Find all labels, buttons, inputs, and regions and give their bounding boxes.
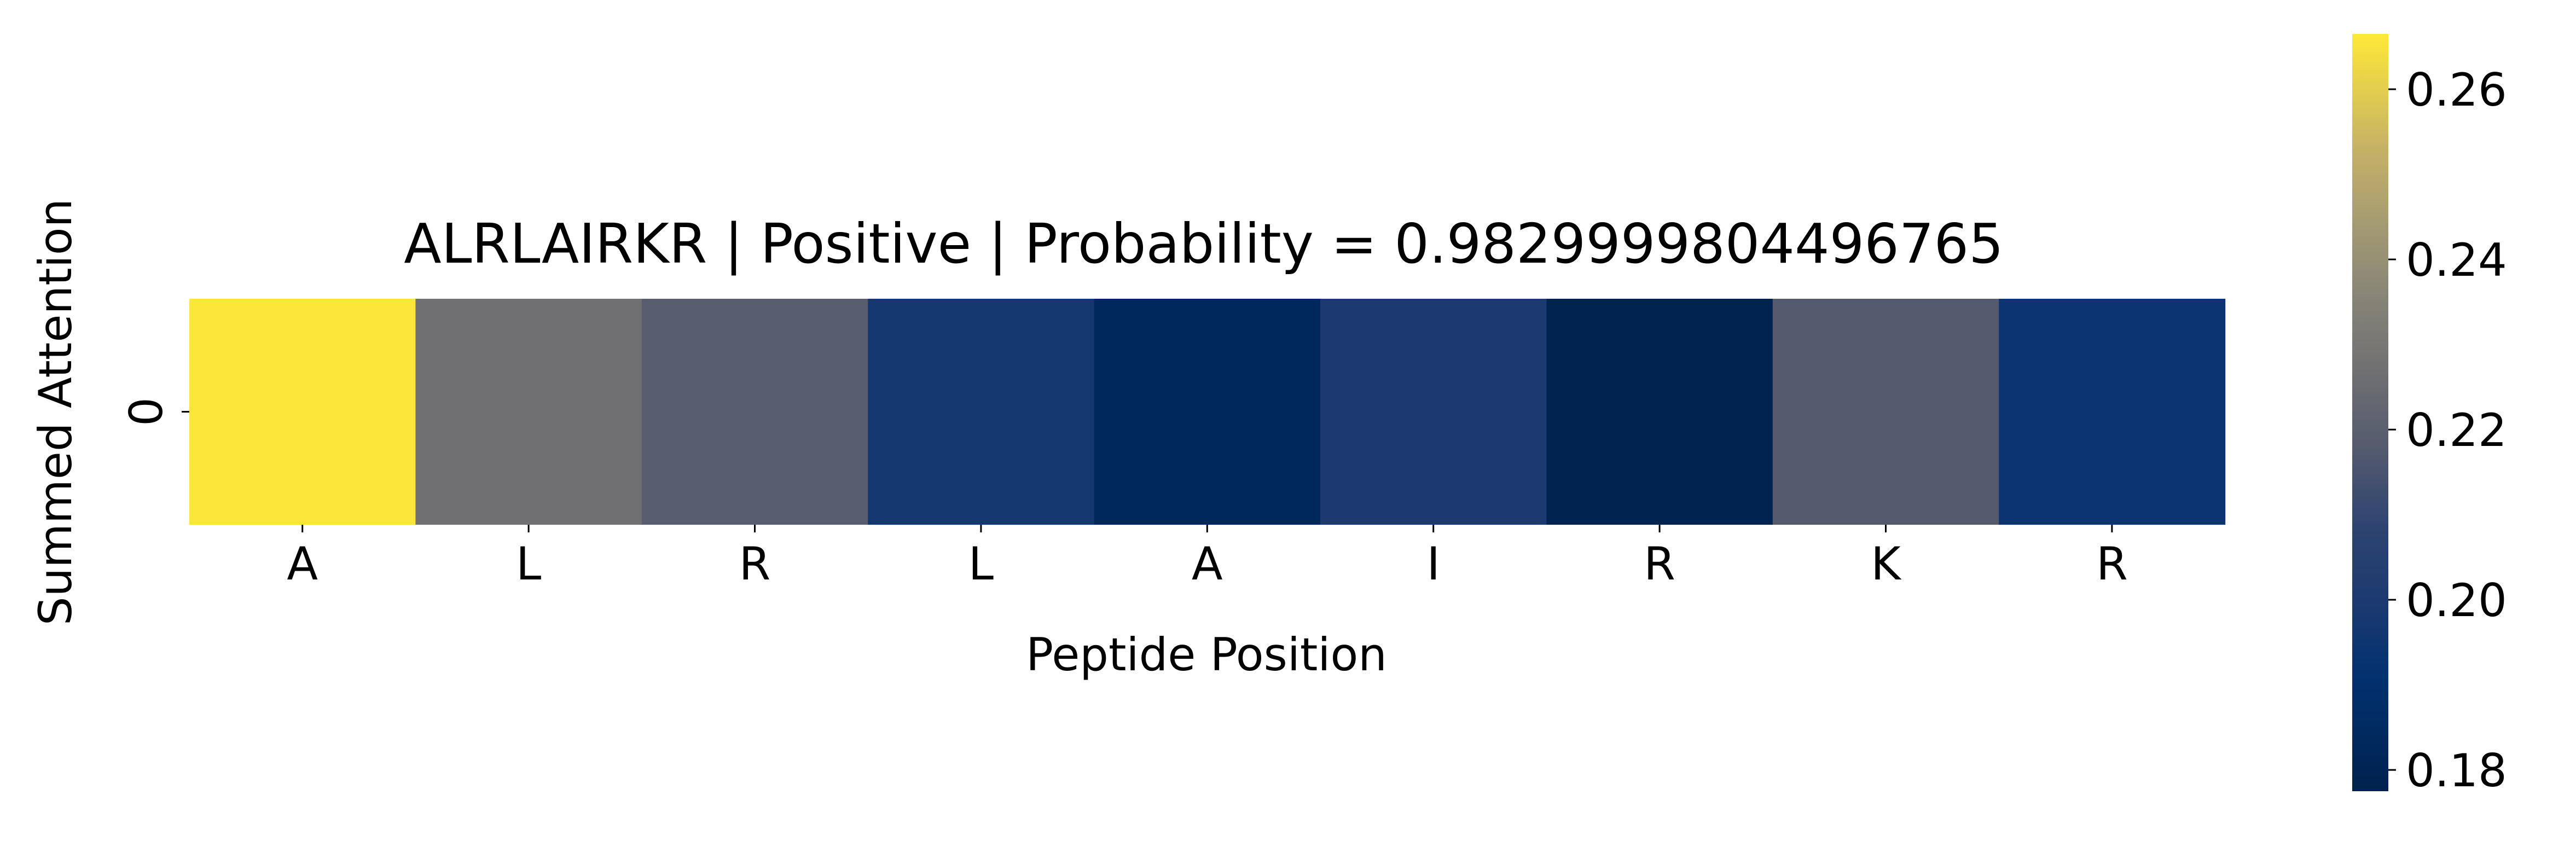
x-tick-label: I: [1426, 537, 1440, 590]
colorbar-tick-label: 0.20: [2406, 574, 2507, 627]
heatmap-cell: [415, 299, 642, 525]
x-tick-label: R: [2096, 537, 2128, 590]
heatmap-cell: [868, 299, 1095, 525]
x-tick-label: L: [968, 537, 994, 590]
y-tick-label: 0: [120, 397, 173, 426]
heatmap-cells: [189, 299, 2226, 525]
heatmap-cell: [1546, 299, 1773, 525]
x-tick-label: A: [287, 537, 318, 590]
x-tick-label: K: [1871, 537, 1902, 590]
x-tick-label: L: [516, 537, 541, 590]
colorbar-tick-label: 0.24: [2406, 234, 2507, 287]
colorbar-tick-label: 0.26: [2406, 63, 2507, 117]
y-axis-ticks: 0: [120, 397, 189, 426]
heatmap-cell: [641, 299, 868, 525]
heatmap-cell: [1999, 299, 2226, 525]
chart-title: ALRLAIRKR | Positive | Probability = 0.9…: [404, 212, 2003, 276]
colorbar: [2352, 34, 2388, 791]
colorbar-tick-label: 0.22: [2406, 404, 2507, 457]
heatmap-cell: [189, 299, 416, 525]
colorbar-ticks: 0.18 0.20 0.22 0.24 0.26: [2388, 63, 2507, 797]
heatmap-cell: [1094, 299, 1321, 525]
heatmap-cell: [1772, 299, 1999, 525]
x-tick-label: R: [739, 537, 771, 590]
x-tick-label: R: [1644, 537, 1675, 590]
heatmap-cell: [1320, 299, 1547, 525]
y-axis-label: Summed Attention: [29, 199, 82, 625]
x-tick-label: A: [1192, 537, 1223, 590]
colorbar-tick-label: 0.18: [2406, 744, 2507, 797]
x-axis-label: Peptide Position: [1026, 628, 1387, 681]
